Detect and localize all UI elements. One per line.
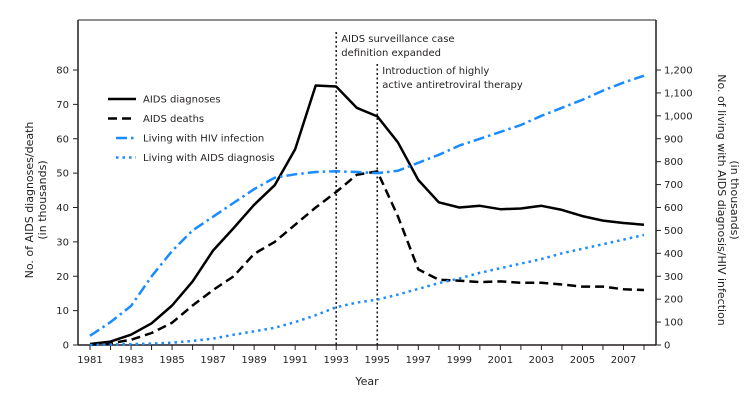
y-axis-left: 0 10 20 30 40 50 60 70 80 [56,66,78,352]
legend-label: AIDS deaths [143,114,204,125]
x-axis-title: Year [354,375,379,388]
annotation-text: AIDS surveillance case [341,34,454,45]
y2-tick-label: 200 [664,295,683,306]
annotations: AIDS surveillance case definition expande… [335,32,523,345]
y-tick-label: 10 [56,306,69,317]
y2-tick-label: 900 [664,134,683,145]
x-tick-label: 1981 [77,355,102,366]
y2-axis-title-sub: (in thousands) [728,160,741,239]
y2-tick-label: 700 [664,180,683,191]
y2-tick-label: 0 [664,341,670,352]
annotation-text: active antiretroviral therapy [382,80,523,91]
x-tick-label: 2003 [529,355,554,366]
x-axis: 1981 1983 1985 1987 1989 1991 1993 1995 1997 1999… [77,345,645,366]
x-tick-label: 1989 [241,355,266,366]
series-line-2 [89,74,645,337]
legend-label: Living with AIDS diagnosis [143,153,275,164]
y2-tick-label: 1,000 [664,111,693,122]
y2-tick-label: 1,100 [664,88,693,99]
x-tick-label: 1997 [406,355,431,366]
series-line-0 [89,84,645,346]
y2-tick-label: 600 [664,203,683,214]
y-axis-title-sub: (in thousands) [36,160,49,239]
y2-tick-label: 800 [664,157,683,168]
y2-axis-title: No. of living with AIDS diagnosis/HIV in… [715,74,728,326]
series-line-1 [89,170,645,346]
y-tick-label: 60 [56,134,69,145]
x-tick-label: 2001 [488,355,513,366]
y2-tick-label: 400 [664,249,683,260]
x-tick-label: 1993 [323,355,348,366]
x-tick-label: 1991 [282,355,307,366]
y-tick-label: 70 [56,100,69,111]
y-tick-label: 30 [56,237,69,248]
y-tick-label: 50 [56,169,69,180]
x-tick-label: 2007 [611,355,636,366]
x-tick-label: 1999 [447,355,472,366]
annotation-text: definition expanded [341,48,441,59]
y-tick-label: 0 [63,341,69,352]
y2-tick-label: 500 [664,226,683,237]
y-axis-right: 0 100 200 300 400 500 600 700 800 900 1,000 1,100 1,… [656,66,693,352]
x-tick-label: 1983 [118,355,143,366]
x-tick-label: 1995 [365,355,390,366]
legend-label: Living with HIV infection [143,134,264,145]
y2-tick-label: 100 [664,318,683,329]
legend: AIDS diagnoses AIDS deaths Living with HIV… [108,95,275,164]
plot-frame [77,19,657,346]
x-tick-label: 1985 [159,355,184,366]
x-tick-label: 1987 [200,355,225,366]
x-tick-label: 2005 [570,355,595,366]
y2-tick-label: 300 [664,272,683,283]
annotation-text: Introduction of highly [382,66,489,77]
series-lines [89,74,645,347]
legend-label: AIDS diagnoses [143,95,221,106]
y-tick-label: 80 [56,66,69,77]
y-tick-label: 20 [56,272,69,283]
series-line-3 [89,233,645,347]
y-tick-label: 40 [56,203,69,214]
y-axis-title: No. of AIDS diagnoses/death [23,122,36,279]
y2-tick-label: 1,200 [664,66,693,77]
